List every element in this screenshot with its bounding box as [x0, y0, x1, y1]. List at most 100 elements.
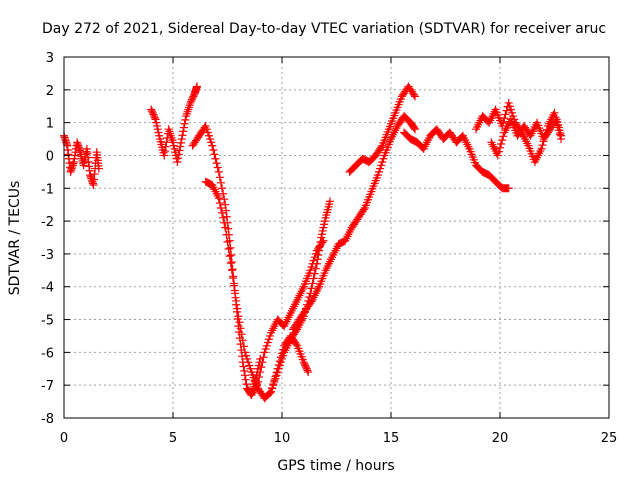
data-point [203, 128, 212, 137]
data-point [223, 237, 232, 246]
data-point [550, 108, 559, 117]
data-point [256, 368, 265, 377]
data-point [165, 127, 174, 136]
data-point [292, 340, 301, 349]
data-point [279, 351, 288, 360]
data-point [239, 342, 248, 351]
y-tick-label: -3 [41, 248, 54, 263]
data-point [493, 151, 502, 160]
data-point [235, 318, 244, 327]
series-sat-c [188, 121, 265, 400]
data-point [320, 220, 329, 229]
plot-frame [63, 56, 610, 419]
x-tick-label: 10 [274, 431, 291, 446]
data-point [160, 151, 169, 160]
series-line [192, 125, 261, 396]
data-point [154, 128, 163, 137]
data-point [254, 377, 263, 386]
data-point [497, 139, 506, 148]
data-point [244, 358, 253, 367]
data-point [499, 132, 508, 141]
data-point [313, 255, 322, 264]
data-point [167, 133, 176, 142]
data-point [266, 388, 275, 397]
data-point [410, 125, 419, 134]
data-point [246, 364, 255, 373]
data-point [147, 107, 156, 116]
data-point [216, 203, 225, 212]
data-point [507, 108, 516, 117]
data-point [188, 94, 197, 103]
data-point [174, 150, 183, 159]
data-point [211, 154, 220, 163]
data-point [216, 178, 225, 187]
series-sat-b [147, 82, 201, 167]
data-point [169, 141, 178, 150]
data-point [214, 167, 223, 176]
data-point [182, 112, 191, 121]
data-point [224, 244, 233, 253]
data-point [152, 118, 161, 127]
x-tick-label: 0 [60, 431, 68, 446]
data-point [318, 226, 327, 235]
data-point [181, 115, 190, 124]
data-point [501, 110, 510, 119]
data-point [94, 164, 103, 173]
data-point [234, 322, 243, 331]
data-point [537, 144, 546, 153]
data-point [186, 98, 195, 107]
data-point [212, 159, 221, 168]
data-point [320, 217, 329, 226]
data-point [260, 348, 269, 357]
data-point [312, 259, 321, 268]
data-point [201, 121, 210, 130]
data-point [184, 103, 193, 112]
series-layer [60, 82, 566, 403]
data-point [302, 364, 311, 373]
data-point [153, 121, 162, 130]
x-tick-label: 15 [383, 431, 400, 446]
data-point [306, 266, 315, 275]
data-point [317, 233, 326, 242]
data-point [261, 345, 270, 354]
data-point [164, 125, 173, 134]
data-point [182, 109, 191, 118]
data-point [220, 195, 229, 204]
data-point [319, 223, 328, 232]
data-point [218, 208, 227, 217]
data-point [207, 138, 216, 147]
data-point [215, 173, 224, 182]
data-point [376, 164, 385, 173]
data-point [494, 147, 503, 156]
data-point [222, 230, 231, 239]
data-point [176, 142, 185, 151]
data-point [227, 258, 236, 267]
y-tick-label: 2 [46, 84, 54, 99]
data-point [209, 145, 218, 154]
data-point [148, 108, 157, 117]
data-point [410, 92, 419, 101]
data-point [237, 330, 246, 339]
data-point [278, 354, 286, 363]
y-tick-label: -6 [41, 346, 54, 361]
data-point [272, 371, 281, 380]
data-point [187, 95, 196, 104]
x-tick-label: 25 [601, 431, 618, 446]
data-point [375, 167, 384, 176]
data-point [409, 90, 418, 99]
data-point [220, 218, 229, 227]
y-tick-label: 3 [46, 51, 54, 66]
y-axis-title: SDTVAR / TECUs [7, 181, 23, 296]
data-point [226, 259, 235, 268]
data-point [179, 123, 188, 132]
series-sat-h [345, 82, 419, 176]
data-point [225, 252, 234, 261]
data-point [264, 335, 273, 344]
x-tick-label: 5 [169, 431, 177, 446]
grid [64, 57, 609, 418]
data-point [307, 263, 316, 272]
data-point [538, 141, 547, 150]
data-point [275, 361, 284, 370]
data-point [178, 131, 187, 140]
